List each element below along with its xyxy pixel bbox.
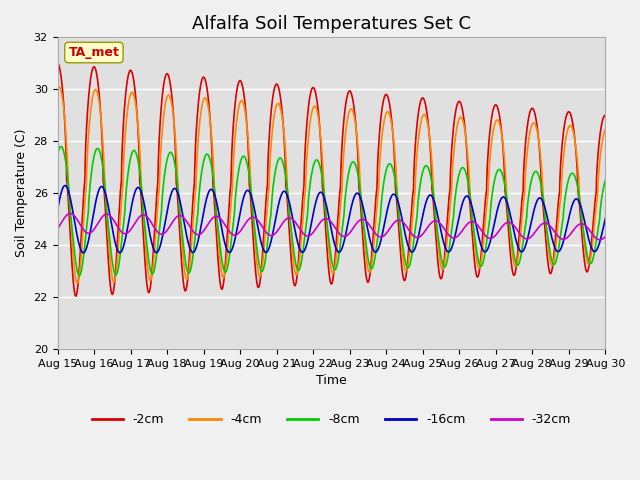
Text: TA_met: TA_met [68,46,119,59]
Legend: -2cm, -4cm, -8cm, -16cm, -32cm: -2cm, -4cm, -8cm, -16cm, -32cm [86,408,576,431]
Title: Alfalfa Soil Temperatures Set C: Alfalfa Soil Temperatures Set C [192,15,471,33]
Y-axis label: Soil Temperature (C): Soil Temperature (C) [15,129,28,257]
X-axis label: Time: Time [316,374,347,387]
